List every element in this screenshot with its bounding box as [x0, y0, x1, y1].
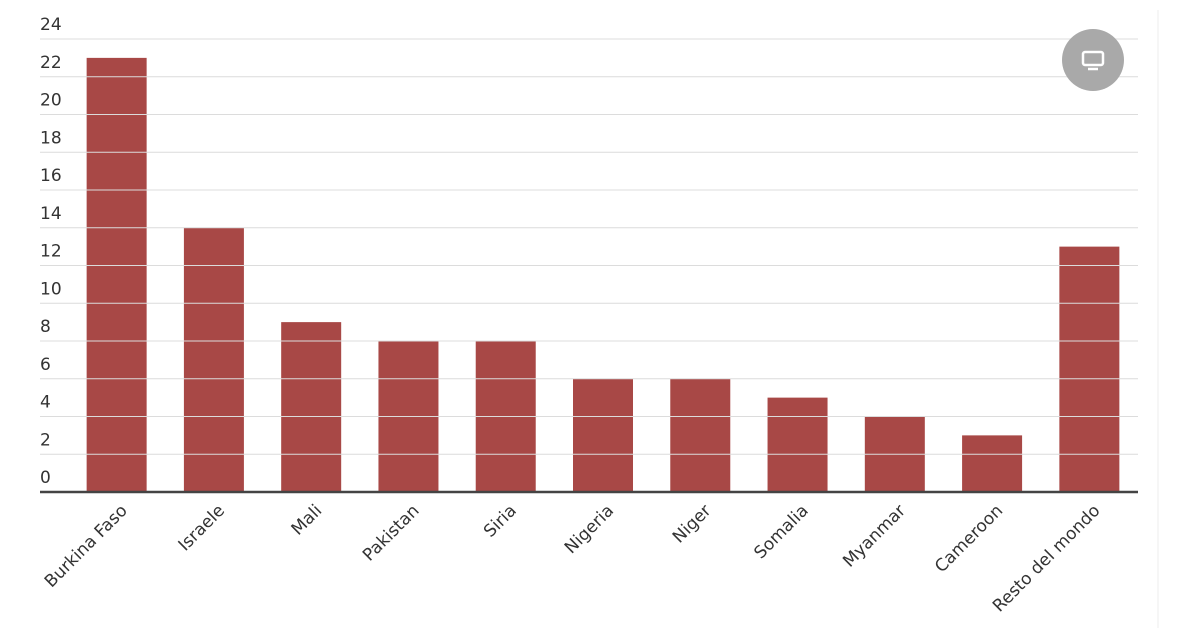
x-tick-label: Resto del mondo [989, 501, 1104, 616]
x-tick-label: Cameroon [931, 501, 1007, 577]
bar [962, 435, 1023, 492]
y-tick-label: 12 [40, 242, 62, 262]
x-tick-label: Nigeria [561, 501, 618, 558]
y-tick-label: 18 [40, 128, 62, 148]
y-tick-label: 4 [40, 393, 51, 413]
bar [281, 322, 342, 492]
y-tick-label: 10 [40, 279, 62, 299]
monitor-icon [1081, 50, 1105, 67]
y-tick-label: 22 [40, 53, 62, 73]
y-tick-label: 2 [40, 430, 51, 450]
display-button[interactable] [1062, 29, 1124, 91]
button-circle[interactable] [1062, 29, 1124, 91]
x-tick-label: Myanmar [839, 501, 910, 572]
y-tick-label: 0 [40, 468, 51, 488]
y-tick-label: 8 [40, 317, 51, 337]
x-tick-label: Somalia [750, 501, 812, 563]
y-tick-label: 6 [40, 355, 51, 375]
y-tick-label: 20 [40, 91, 62, 111]
x-tick-label: Mali [288, 501, 327, 540]
bar [183, 227, 244, 492]
bar [670, 378, 731, 492]
y-tick-label: 16 [40, 166, 62, 186]
x-tick-label: Burkina Faso [41, 501, 132, 592]
bar [1059, 246, 1120, 492]
bar [767, 397, 828, 492]
x-tick-label: Niger [669, 501, 715, 547]
bar [86, 57, 147, 492]
x-tick-label: Pakistan [359, 501, 423, 565]
y-tick-label: 14 [40, 204, 62, 224]
y-tick-label: 24 [40, 15, 62, 35]
x-tick-label: Siria [480, 501, 521, 542]
bar [573, 378, 633, 492]
x-tick-label: Israele [175, 501, 229, 555]
